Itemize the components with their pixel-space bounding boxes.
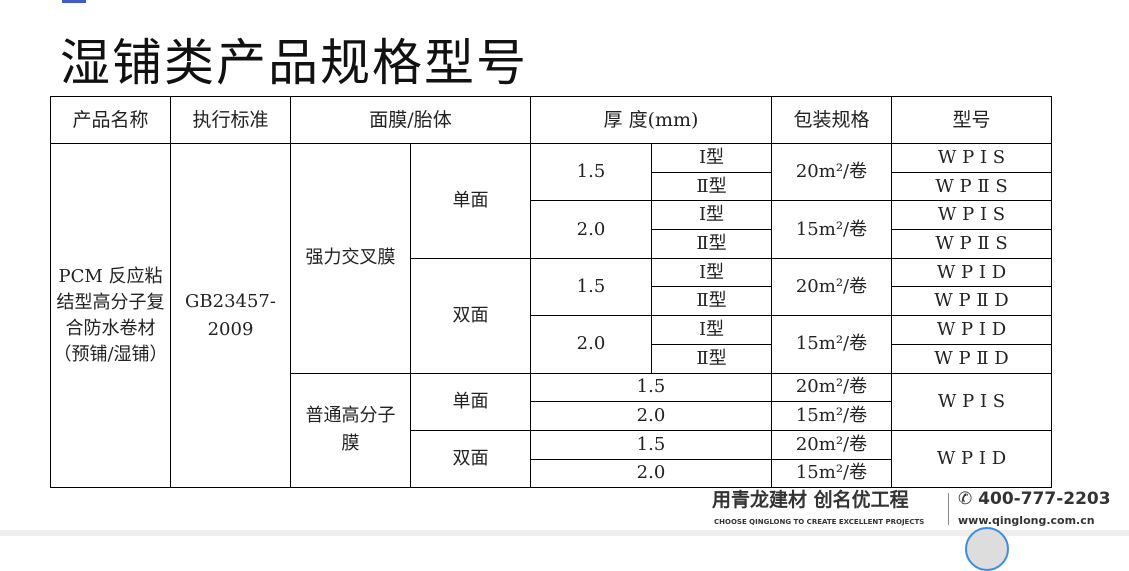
table-row: Ⅱ型 W P Ⅱ D xyxy=(51,343,1052,374)
pack-cell: 20m²/卷 xyxy=(771,257,892,317)
table-row: Ⅱ型 W P Ⅱ D xyxy=(51,286,1052,317)
side-cell: 双面 xyxy=(410,257,531,374)
header-row: 产品名称 执行标准 面膜/胎体 厚 度(mm) 包装规格 型号 xyxy=(50,96,1052,144)
header-cell: 厚 度(mm) xyxy=(530,96,772,144)
type-cell: Ⅱ型 xyxy=(651,286,772,317)
side-cell: 单面 xyxy=(410,372,531,431)
model-cell: W P Ⅱ D xyxy=(891,343,1052,374)
pack-cell: 20m²/卷 xyxy=(771,142,892,202)
pack-cell: 20m²/卷 xyxy=(771,429,892,460)
spec-table: 产品名称 执行标准 面膜/胎体 厚 度(mm) 包装规格 型号 PCM 反应粘结… xyxy=(50,96,1052,489)
floating-button[interactable] xyxy=(965,527,1009,571)
footer-url: www.qinglong.com.cn xyxy=(958,514,1095,527)
footer-logo: 用青龙建材 创名优工程 CHOOSE QINGLONG TO CREATE EX… xyxy=(712,489,1112,531)
header-cell: 包装规格 xyxy=(771,96,892,144)
product-name: PCM 反应粘结型高分子复合防水卷材（预铺/湿铺） xyxy=(50,142,171,489)
table-row: 普通高分子膜 单面 1.5 20m²/卷 W P I S xyxy=(51,372,1052,489)
type-cell: Ⅰ型 xyxy=(651,200,772,231)
standard: GB23457-2009 xyxy=(170,142,291,489)
model-cell: W P I D xyxy=(891,315,1052,345)
table-row: 2.0 15m²/卷 xyxy=(51,401,1052,431)
model-cell: W P I S xyxy=(891,143,1052,173)
thickness-cell: 1.5 xyxy=(530,372,772,403)
footer-divider xyxy=(948,493,949,525)
bottom-bar xyxy=(0,530,1129,536)
thickness-cell: 2.0 xyxy=(530,200,652,259)
model-cell: W P I D xyxy=(891,429,1052,489)
header-cell: 面膜/胎体 xyxy=(290,96,531,144)
table-row: 2.0 Ⅰ型 15m²/卷 W P I D xyxy=(51,315,1052,374)
thickness-cell: 1.5 xyxy=(530,429,772,460)
header-cell: 型号 xyxy=(891,96,1052,144)
footer-phone: ✆ 400-777-2203 xyxy=(958,489,1111,509)
side-cell: 双面 xyxy=(410,429,531,489)
type-cell: Ⅱ型 xyxy=(651,171,772,202)
table-row: 双面 1.5 Ⅰ型 20m²/卷 W P I D xyxy=(51,257,1052,374)
thickness-cell: 1.5 xyxy=(530,257,652,317)
film-cell: 强力交叉膜 xyxy=(290,143,411,374)
model-cell: W P Ⅱ S xyxy=(891,229,1052,259)
footer-slogan: 用青龙建材 创名优工程 xyxy=(712,489,909,511)
table-row: 2.0 15m²/卷 xyxy=(51,458,1052,489)
pack-cell: 15m²/卷 xyxy=(771,458,892,489)
type-cell: Ⅰ型 xyxy=(651,257,772,288)
thickness-cell: 1.5 xyxy=(530,142,652,202)
type-cell: Ⅰ型 xyxy=(651,315,772,345)
pack-cell: 15m²/卷 xyxy=(771,315,892,374)
pack-cell: 20m²/卷 xyxy=(771,372,892,403)
film-cell: 普通高分子膜 xyxy=(290,372,411,489)
model-cell: W P I S xyxy=(891,372,1052,431)
type-cell: Ⅱ型 xyxy=(651,343,772,374)
header-cell: 执行标准 xyxy=(170,96,291,144)
pack-cell: 15m²/卷 xyxy=(771,200,892,259)
table-row: Ⅱ型 W P Ⅱ S xyxy=(51,171,1052,202)
model-cell: W P I D xyxy=(891,257,1052,288)
page-title: 湿铺类产品规格型号 xyxy=(60,34,528,92)
table-row: 双面 1.5 20m²/卷 W P I D xyxy=(51,429,1052,489)
top-mark xyxy=(62,0,86,3)
phone-number: 400-777-2203 xyxy=(978,489,1111,509)
thickness-cell: 2.0 xyxy=(530,315,652,374)
header-cell: 产品名称 xyxy=(50,96,171,144)
thickness-cell: 2.0 xyxy=(530,458,772,489)
phone-icon: ✆ xyxy=(958,489,973,509)
thickness-cell: 2.0 xyxy=(530,401,772,431)
side-cell: 单面 xyxy=(410,143,531,259)
type-cell: Ⅱ型 xyxy=(651,229,772,259)
type-cell: Ⅰ型 xyxy=(651,143,772,173)
table-row: Ⅱ型 W P Ⅱ S xyxy=(51,229,1052,259)
model-cell: W P I S xyxy=(891,200,1052,231)
footer-english: CHOOSE QINGLONG TO CREATE EXCELLENT PROJ… xyxy=(714,518,925,526)
model-cell: W P Ⅱ S xyxy=(891,171,1052,202)
pack-cell: 15m²/卷 xyxy=(771,401,892,431)
table-row: PCM 反应粘结型高分子复合防水卷材（预铺/湿铺） GB23457-2009 强… xyxy=(50,142,1052,489)
model-cell: W P Ⅱ D xyxy=(891,286,1052,317)
